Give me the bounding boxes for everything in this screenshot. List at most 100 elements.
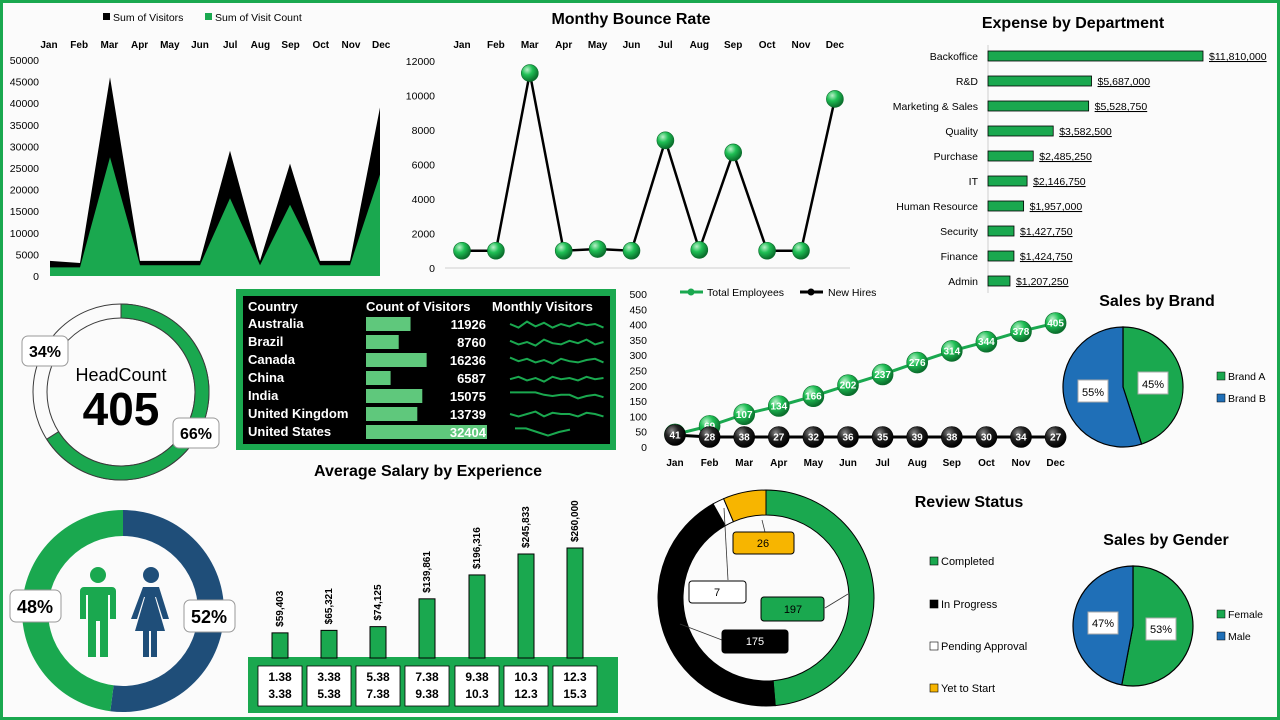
x-tick-label: Aug (690, 40, 709, 51)
x-tick-label: Oct (759, 40, 776, 51)
sales-gender-chart: Sales by Gender 47% 53% Female Male (1072, 532, 1263, 687)
total-employees-point (940, 340, 963, 362)
visitor-count-value: 13739 (450, 407, 486, 422)
x-tick-label: Nov (342, 40, 361, 51)
total-employees-markers: 4169107134166202237276314344378405 (664, 312, 1067, 446)
pending-label-box (688, 580, 747, 604)
visitor-count-value: 11926 (451, 317, 486, 332)
range-cell (503, 665, 549, 707)
pct-in-box (172, 417, 220, 449)
country-table: Country Count of Visitors Monthly Visito… (236, 289, 616, 450)
country-name: Canada (248, 352, 296, 367)
visitor-count-value: 15075 (450, 389, 486, 404)
brand-b-label: 55% (1082, 387, 1104, 399)
total-employees-value: 202 (840, 381, 857, 392)
salary-value: $196,316 (472, 527, 483, 569)
gender-right-box (183, 599, 236, 633)
monthly-sparkline (509, 410, 604, 418)
x-tick-label: Oct (312, 40, 329, 51)
y-tick-label: 450 (629, 304, 647, 316)
legend-swatch-in-progress (929, 599, 939, 609)
expense-bar (987, 125, 1054, 137)
visitor-count-bar (366, 335, 399, 349)
legend-total: Total Employees (707, 287, 784, 299)
total-employees-point (1044, 312, 1067, 334)
x-tick-label: Dec (826, 40, 845, 51)
y-tick-label: 10000 (406, 91, 435, 103)
new-hires-point (837, 426, 859, 448)
total-employees-point (906, 351, 929, 374)
range-end: 5.38 (317, 687, 341, 701)
legend-swatch-pending (929, 641, 939, 651)
range-end: 9.38 (415, 687, 439, 701)
department-label: Finance (941, 251, 979, 263)
y-tick-label: 50 (635, 427, 647, 439)
new-hires-value: 39 (912, 433, 924, 444)
y-tick-label: 50000 (10, 55, 39, 67)
expense-bar (987, 75, 1092, 87)
x-tick-label: Mar (735, 458, 753, 469)
y-tick-label: 100 (629, 411, 647, 423)
department-label: Quality (945, 126, 978, 138)
legend-pending: Pending Approval (941, 641, 1027, 653)
legend-dot-total (687, 288, 695, 296)
salary-bar (320, 629, 338, 659)
new-hires-line (674, 433, 1056, 439)
gender-right-label: 52% (191, 607, 227, 627)
range-end: 12.3 (514, 687, 538, 701)
x-tick-label: Apr (555, 40, 572, 51)
new-hires-value: 27 (1050, 433, 1062, 444)
x-tick-label: Apr (131, 40, 148, 51)
range-cell (306, 665, 352, 707)
legend-dot-hires (807, 288, 815, 296)
salary-bar (271, 632, 289, 659)
country-name: Brazil (248, 334, 283, 349)
monthly-sparkline (509, 338, 604, 347)
bounce-point (520, 64, 539, 82)
legend-swatch-female (1216, 609, 1226, 619)
range-start: 3.38 (317, 670, 341, 684)
male-label-box (1087, 611, 1119, 635)
x-tick-label: Jan (666, 458, 683, 469)
review-donut (657, 489, 875, 707)
visitor-count-bar (366, 317, 411, 331)
new-hires-point (1044, 426, 1067, 448)
range-end: 7.38 (366, 687, 390, 701)
monthly-sparkline (509, 356, 604, 365)
x-tick-label: Aug (907, 458, 926, 469)
salary-chart: Average Salary by Experience $59,403 1.38… (248, 463, 618, 713)
yet-to-start-segment (722, 489, 767, 523)
x-tick-label: Jun (191, 40, 209, 51)
expense-value: $2,146,750 (1033, 176, 1086, 188)
y-tick-label: 15000 (10, 206, 39, 218)
x-tick-label: Sep (943, 458, 961, 469)
sales-gender-title: Sales by Gender (1103, 532, 1228, 549)
y-tick-label: 20000 (10, 185, 39, 197)
legend-male: Male (1228, 631, 1251, 643)
bounce-markers (453, 64, 844, 260)
country-name: India (248, 388, 279, 403)
department-label: Purchase (934, 151, 979, 163)
in-progress-label: 175 (746, 636, 764, 648)
salary-value: $139,861 (422, 551, 433, 593)
y-tick-label: 2000 (412, 229, 436, 241)
y-tick-label: 150 (629, 396, 647, 408)
bounce-point (554, 241, 573, 260)
x-tick-label: Nov (792, 40, 811, 51)
total-employees-value: 378 (1013, 327, 1030, 338)
department-label: R&D (956, 76, 979, 88)
pct-in-label: 66% (180, 426, 212, 443)
legend-swatch-yet (929, 683, 939, 693)
expense-value: $1,427,750 (1020, 226, 1073, 238)
monthly-sparkline (515, 427, 571, 437)
th-monthly: Monthly Visitors (492, 299, 593, 314)
x-tick-label: Jan (40, 40, 57, 51)
y-tick-label: 45000 (10, 77, 39, 89)
bounce-point (826, 90, 844, 108)
bounce-x-labels: Jan Feb Mar Apr May Jun Jul Aug Sep Oct Nov Dec (453, 40, 844, 51)
new-hires-value: 36 (842, 433, 854, 444)
visitors-area-chart: Sum of Visitors Sum of Visit Count Jan Fe… (10, 12, 391, 283)
salary-bar (418, 598, 436, 659)
headcount-donut: HeadCount 405 34% 66% (21, 303, 220, 481)
country-name: United Kingdom (248, 406, 348, 421)
